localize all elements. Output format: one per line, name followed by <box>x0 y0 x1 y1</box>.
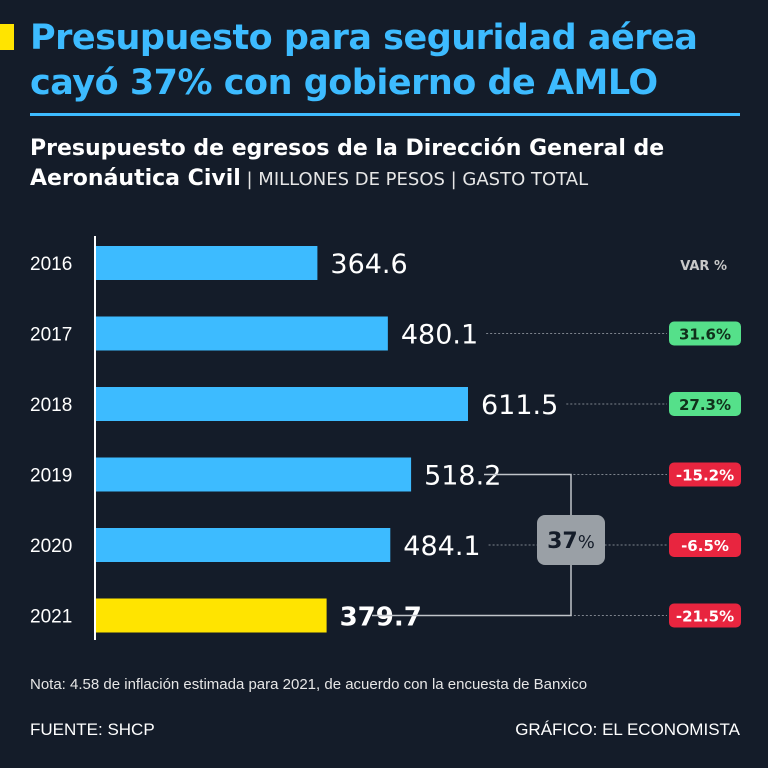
variation-value: 27.3% <box>679 396 731 414</box>
bar <box>96 387 468 421</box>
bar <box>96 457 412 492</box>
subtitle-bold-part: Aeronáutica Civil <box>30 166 241 191</box>
category-label: 2019 <box>30 466 72 487</box>
summary-value: 37% <box>547 529 595 554</box>
accent-marker <box>0 24 14 50</box>
category-label: 2020 <box>30 536 72 557</box>
headline-line-2: cayó 37% con gobierno de AMLO <box>30 63 658 103</box>
category-label: 2021 <box>30 607 72 628</box>
bar <box>96 246 318 280</box>
subtitle-line-1: Presupuesto de egresos de la Dirección G… <box>30 136 665 161</box>
variation-badge <box>669 392 741 416</box>
footnote: Nota: 4.58 de inflación estimada para 20… <box>30 676 588 693</box>
variation-value: -15.2% <box>676 467 734 485</box>
subtitle-line-2: Aeronáutica Civil | MILLONES DE PESOS | … <box>30 164 750 195</box>
value-label: 364.6 <box>330 249 407 280</box>
bar <box>96 598 327 633</box>
category-label: 2017 <box>30 325 72 346</box>
summary-box <box>537 515 605 565</box>
bar <box>96 316 388 351</box>
category-label: 2016 <box>30 254 72 275</box>
subtitle-units: | MILLONES DE PESOS | GASTO TOTAL <box>240 169 589 190</box>
credit-label: GRÁFICO: EL ECONOMISTA <box>515 720 740 739</box>
headline: Presupuesto para seguridad aérea cayó 37… <box>30 16 750 106</box>
variation-badge <box>669 462 741 487</box>
variation-value: -6.5% <box>681 537 729 555</box>
value-label: 379.7 <box>340 603 422 633</box>
variation-badge <box>669 533 741 557</box>
value-label: 484.1 <box>403 531 480 562</box>
variation-value: -21.5% <box>676 608 734 626</box>
value-label: 480.1 <box>401 320 478 351</box>
chart-subtitle: Presupuesto de egresos de la Dirección G… <box>30 134 750 195</box>
source-label: FUENTE: SHCP <box>30 720 155 739</box>
variation-header: VAR % <box>680 259 727 274</box>
headline-divider <box>30 113 740 116</box>
headline-line-1: Presupuesto para seguridad aérea <box>30 18 698 58</box>
category-label: 2018 <box>30 395 72 416</box>
variation-value: 31.6% <box>679 326 731 344</box>
variation-badge <box>669 321 741 346</box>
bar <box>96 528 391 562</box>
value-label: 611.5 <box>481 390 558 421</box>
value-label: 518.2 <box>424 461 501 492</box>
variation-badge <box>669 603 741 628</box>
